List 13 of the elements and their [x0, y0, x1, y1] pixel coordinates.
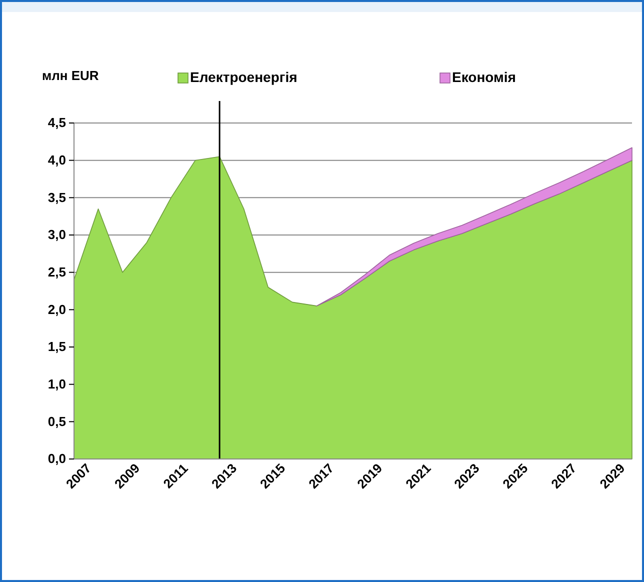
y-tick-label: 4,5 — [48, 115, 66, 130]
y-tick-label: 2,5 — [48, 264, 66, 280]
y-tick-label: 0,5 — [48, 414, 66, 429]
y-tick-label: 0,0 — [48, 451, 66, 466]
y-tick-label: 1,5 — [48, 339, 66, 354]
legend-label: Електроенергія — [190, 69, 298, 85]
legend-label: Економія — [452, 69, 516, 85]
y-tick-label: 1,0 — [48, 376, 66, 392]
y-tick-label: 3,5 — [48, 190, 66, 205]
y-tick-label: 3,0 — [48, 227, 66, 242]
y-axis-title: млн EUR — [42, 68, 100, 83]
y-tick-label: 2,0 — [48, 302, 66, 317]
y-tick-label: 4,0 — [48, 152, 66, 168]
